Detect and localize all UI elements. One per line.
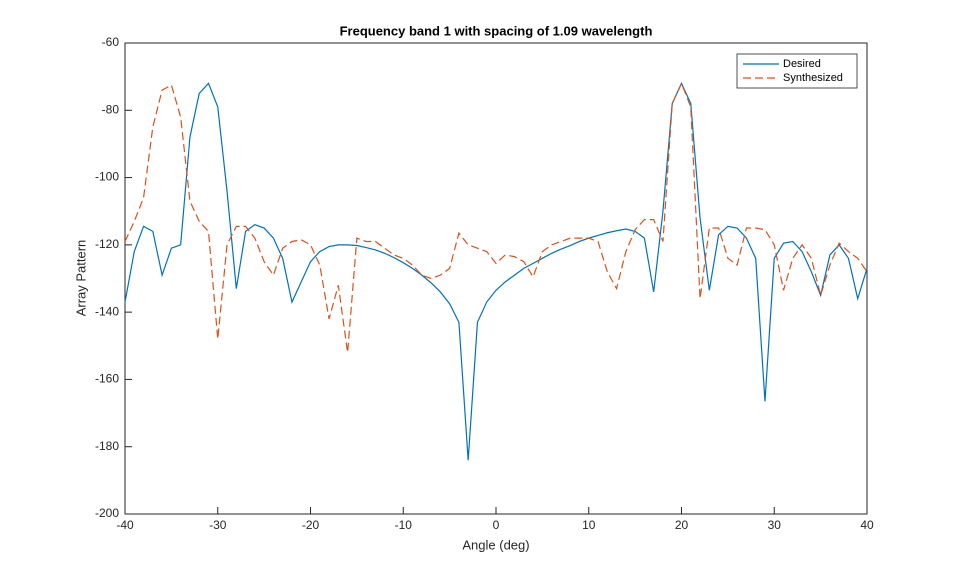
- series-line: [124, 81, 868, 353]
- x-tick-label: -20: [302, 518, 320, 532]
- chart-title: Frequency band 1 with spacing of 1.09 wa…: [340, 23, 653, 38]
- x-axis-label: Angle (deg): [462, 537, 529, 552]
- legend-label: Synthesized: [783, 72, 843, 84]
- y-tick-label: -80: [102, 102, 120, 116]
- y-tick-label: -60: [102, 35, 120, 49]
- y-tick-label: -120: [95, 237, 119, 251]
- y-tick-label: -100: [95, 170, 119, 184]
- x-tick-label: 10: [582, 518, 596, 532]
- x-tick-label: -10: [395, 518, 413, 532]
- x-tick-label: -40: [116, 518, 134, 532]
- y-tick-label: -160: [95, 372, 119, 386]
- y-tick-label: -140: [95, 304, 119, 318]
- x-tick-label: 30: [768, 518, 782, 532]
- axes-box: [124, 42, 868, 515]
- legend-label: Desired: [783, 58, 821, 70]
- x-tick-label: 20: [675, 518, 689, 532]
- series-line: [124, 81, 868, 461]
- y-tick-label: -200: [95, 506, 119, 520]
- x-tick-label: 40: [860, 518, 874, 532]
- legend-box: [736, 53, 858, 89]
- x-tick-label: 0: [493, 518, 500, 532]
- y-tick-label: -180: [95, 439, 119, 453]
- y-axis-label: Array Pattern: [73, 240, 88, 317]
- x-tick-label: -30: [209, 518, 227, 532]
